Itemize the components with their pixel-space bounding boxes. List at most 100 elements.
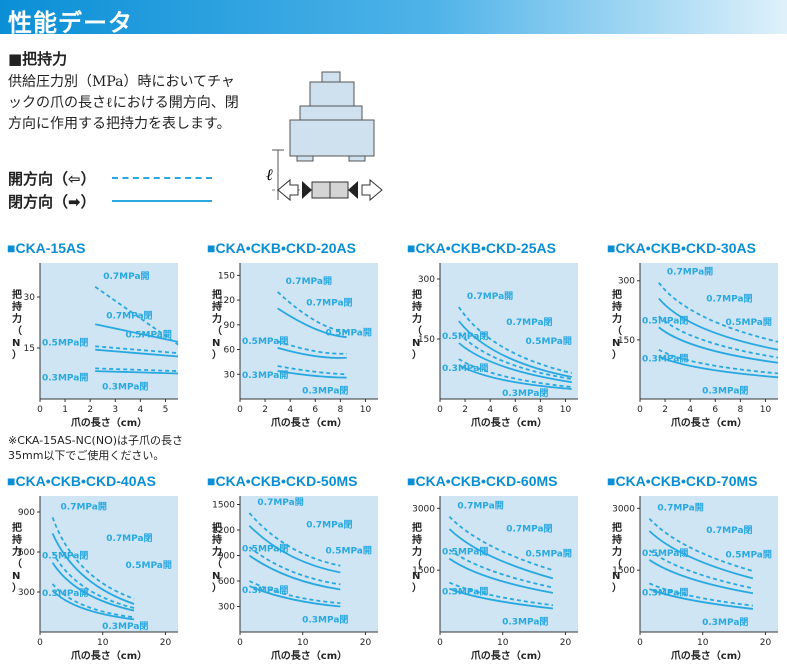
series-line-3: [448, 557, 554, 594]
series-label-3: 0.5MPa閉: [642, 548, 688, 559]
series-label-4: 0.3MPa開: [42, 372, 88, 383]
y-tick-label: 1500: [612, 566, 635, 576]
legend-close-line: [112, 200, 212, 202]
y-axis-label: 把持力（ N）: [212, 288, 222, 361]
x-tick-label: 4: [687, 405, 693, 415]
chart-5: ■CKA•CKB•CKD-50MS 300 600 900 1200 1500 0 10 20 把…: [207, 473, 378, 660]
chart-title: ■CKA•CKB•CKD-40AS: [7, 473, 156, 489]
plot-area: [240, 263, 378, 399]
series-label-0: 0.7MPa開: [457, 501, 503, 512]
y-tick-label: 600: [18, 548, 35, 558]
series-label-2: 0.5MPa開: [126, 330, 172, 341]
chart-2: ■CKA•CKB•CKD-25AS 150 300 0 2 4 6 8 10 把持力（ N ） 爪の長さ…: [407, 240, 578, 427]
x-axis-label: 爪の長さ（cm）: [271, 416, 347, 427]
series-line-5: [658, 355, 779, 379]
series-line-5: [51, 590, 135, 621]
chart-title: ■CKA•CKB•CKD-60MS: [407, 473, 558, 489]
y-tick-label: 3000: [412, 504, 435, 514]
series-label-0: 0.7MPa開: [61, 501, 107, 512]
series-line-2: [648, 549, 754, 590]
series-label-5: 0.3MPa閉: [702, 617, 748, 628]
series-line-0: [51, 517, 135, 600]
x-tick-label: 10: [760, 405, 772, 415]
x-tick-label: 0: [237, 638, 243, 648]
series-line-4: [249, 580, 341, 604]
series-label-1: 0.7MPa閉: [306, 519, 352, 530]
series-label-0: 0.7MPa開: [667, 267, 713, 278]
y-tick-label: 600: [218, 577, 235, 587]
y-tick-label: 150: [418, 335, 435, 345]
series-label-4: 0.3MPa開: [642, 587, 688, 598]
series-line-3: [658, 326, 779, 364]
series-label-5: 0.3MPa閉: [702, 385, 748, 396]
y-tick-label: 1500: [212, 501, 235, 511]
x-tick-label: 2: [87, 405, 93, 415]
y-tick-label: 300: [618, 277, 635, 287]
series-line-2: [248, 546, 341, 586]
series-label-2: 0.5MPa開: [126, 560, 172, 571]
length-label: ℓ: [266, 165, 273, 184]
chart-3: ■CKA•CKB•CKD-30AS 150 300 0 2 4 6 8 10 把持力（ N ） 爪の長さ…: [607, 240, 779, 427]
y-tick-label: 900: [18, 508, 35, 518]
chart-title: ■CKA•CKB•CKD-20AS: [207, 240, 356, 256]
x-tick-label: 6: [712, 405, 718, 415]
series-line-3: [51, 562, 135, 612]
x-tick-label: 0: [237, 405, 243, 415]
x-axis-label: 爪の長さ（cm）: [271, 649, 347, 660]
x-tick-label: 2: [662, 405, 668, 415]
x-tick-label: 0: [437, 638, 443, 648]
series-label-4: 0.3MPa開: [442, 587, 488, 598]
x-tick-label: 0: [637, 638, 643, 648]
series-line-3: [458, 342, 572, 384]
x-tick-label: 6: [512, 405, 518, 415]
section-description: 供給圧力別（MPa）時においてチャックの爪の長さℓにおける開方向、閉方向に作用す…: [8, 74, 239, 132]
series-label-1: 0.7MPa閉: [706, 525, 752, 536]
y-tick-label: 15: [24, 344, 35, 354]
series-label-2: 0.5MPa開: [326, 546, 372, 557]
series-line-0: [658, 282, 779, 343]
series-label-4: 0.3MPa開: [242, 370, 288, 381]
plot-area: [440, 263, 578, 399]
series-line-1: [51, 532, 135, 605]
x-tick-label: 10: [497, 638, 509, 648]
series-label-5: 0.3MPa閉: [302, 615, 348, 626]
legend-open-line: [112, 177, 212, 179]
x-axis-label: 爪の長さ（cm）: [471, 416, 547, 427]
chart-title: ■CKA•CKB•CKD-50MS: [207, 473, 358, 489]
series-line-1: [95, 323, 179, 343]
series-line-5: [649, 588, 754, 610]
series-line-4: [649, 582, 754, 607]
chart-6: ■CKA•CKB•CKD-60MS 1500 3000 0 10 20 把持力（ N ） 爪の長さ…: [407, 473, 578, 660]
series-label-3: 0.5MPa閉: [42, 338, 88, 349]
x-tick-label: 0: [437, 405, 443, 415]
chart-4: ■CKA•CKB•CKD-40AS 300 600 900 0 10 20 把持力（ N ） 爪の長…: [7, 473, 178, 660]
series-line-0: [458, 306, 572, 374]
x-tick-label: 10: [697, 638, 709, 648]
x-tick-label: 5: [163, 405, 169, 415]
series-label-0: 0.7MPa開: [657, 503, 703, 514]
series-label-2: 0.5MPa開: [326, 327, 372, 338]
y-tick-label: 1500: [412, 566, 435, 576]
series-line-3: [277, 347, 347, 359]
series-label-5: 0.3MPa閉: [302, 386, 348, 397]
series-line-5: [458, 364, 572, 390]
x-tick-label: 4: [487, 405, 493, 415]
series-line-5: [95, 370, 179, 375]
series-line-1: [458, 320, 572, 378]
series-label-1: 0.7MPa閉: [306, 298, 352, 309]
series-label-3: 0.5MPa閉: [242, 544, 288, 555]
chart-title: ■CKA-15AS: [7, 240, 85, 256]
series-line-5: [249, 585, 341, 608]
series-line-1: [648, 530, 754, 580]
series-label-0: 0.7MPa開: [286, 276, 332, 287]
x-tick-label: 20: [760, 638, 772, 648]
chart-title: ■CKA•CKB•CKD-30AS: [607, 240, 756, 256]
header-banner: 性能データ: [0, 0, 787, 37]
plot-area: [40, 496, 178, 632]
plot-area: [40, 263, 178, 399]
footnote: ※CKA-15AS-NC(NO)は子爪の長さ35mm以下でご使用ください。: [8, 434, 184, 462]
x-tick-label: 0: [37, 638, 43, 648]
series-line-0: [94, 286, 179, 346]
series-line-3: [248, 554, 341, 591]
x-axis-label: 爪の長さ（cm）: [71, 649, 147, 660]
